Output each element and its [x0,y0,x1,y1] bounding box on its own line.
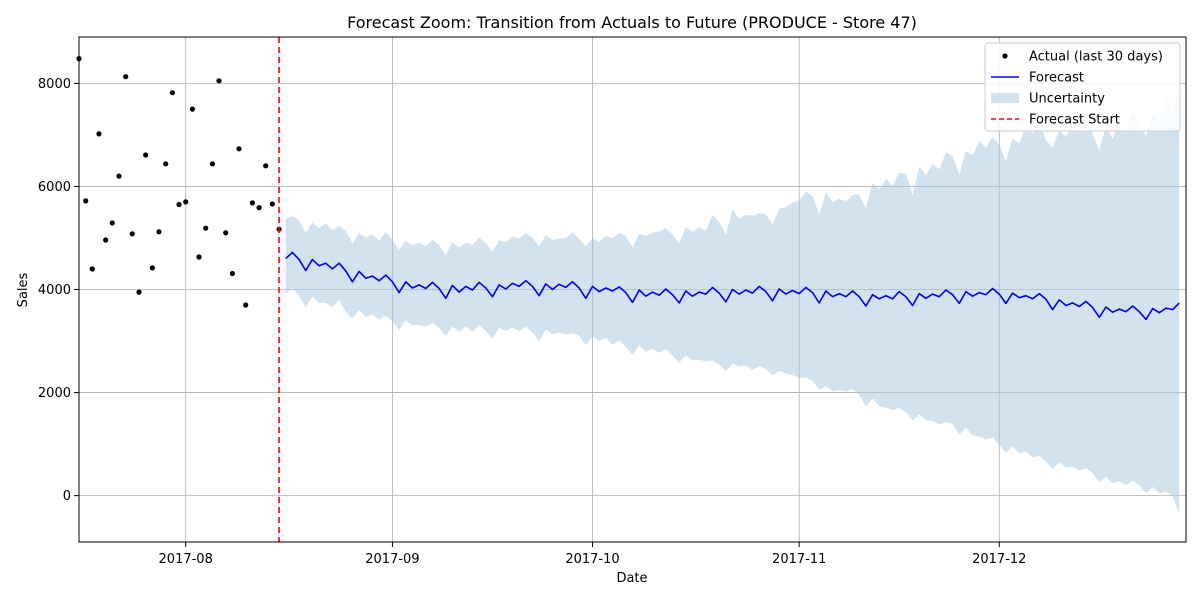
forecast-line [285,251,1180,321]
legend-actual-swatch [1002,53,1008,59]
actual-point [83,198,89,204]
x-tick-label: 2017-10 [565,552,619,567]
actual-point [189,106,195,112]
y-tick-label: 4000 [38,283,71,298]
legend-label: Actual (last 30 days) [1029,50,1163,65]
uncertainty-band [285,80,1180,515]
y-axis-ticks: 0 2000 4000 6000 8000 [38,77,79,504]
actual-point [263,163,269,169]
actual-point [196,254,202,260]
actual-point [243,302,249,308]
y-tick-label: 0 [63,489,71,504]
y-axis-label: Sales [16,272,31,307]
actual-point [129,231,135,237]
actual-point [209,161,215,167]
actual-point [156,229,162,235]
legend-uncertainty-swatch [991,93,1019,103]
actual-point [249,200,255,206]
legend-label: Forecast Start [1029,113,1120,128]
actual-point [256,205,262,211]
actual-series [76,56,282,308]
y-tick-label: 2000 [38,386,71,401]
x-tick-label: 2017-11 [772,552,826,567]
legend: Actual (last 30 days) Forecast Uncertainty… [984,42,1181,132]
actual-point [169,90,175,96]
forecast-series [285,251,1180,321]
actual-point [149,265,155,271]
actual-point [109,220,115,226]
x-axis-label: Date [616,571,647,586]
actual-point [123,74,129,80]
actual-point [103,237,109,243]
y-tick-label: 6000 [38,180,71,195]
actual-point [229,270,235,277]
x-tick-label: 2017-12 [972,552,1026,567]
y-tick-label: 8000 [38,77,71,92]
actual-point [89,266,95,272]
x-tick-label: 2017-08 [159,552,213,567]
actual-point [236,146,242,152]
x-tick-label: 2017-09 [365,552,419,567]
uncertainty-area [285,80,1180,515]
chart-title: Forecast Zoom: Transition from Actuals t… [347,13,917,32]
actual-point [269,201,275,207]
legend-label: Forecast [1029,71,1084,86]
actual-point [223,230,229,236]
actual-point [143,152,149,158]
actual-point [183,199,189,205]
x-axis-ticks: 2017-08 2017-09 2017-10 2017-11 2017-12 [159,542,1026,567]
actual-point [216,78,222,84]
legend-label: Uncertainty [1029,92,1105,107]
actual-point [96,131,102,137]
legend-box [984,42,1181,132]
actual-point [163,161,169,167]
actual-point [116,173,122,179]
actual-point [136,289,142,295]
actual-point [203,225,209,231]
actual-point [176,201,182,208]
